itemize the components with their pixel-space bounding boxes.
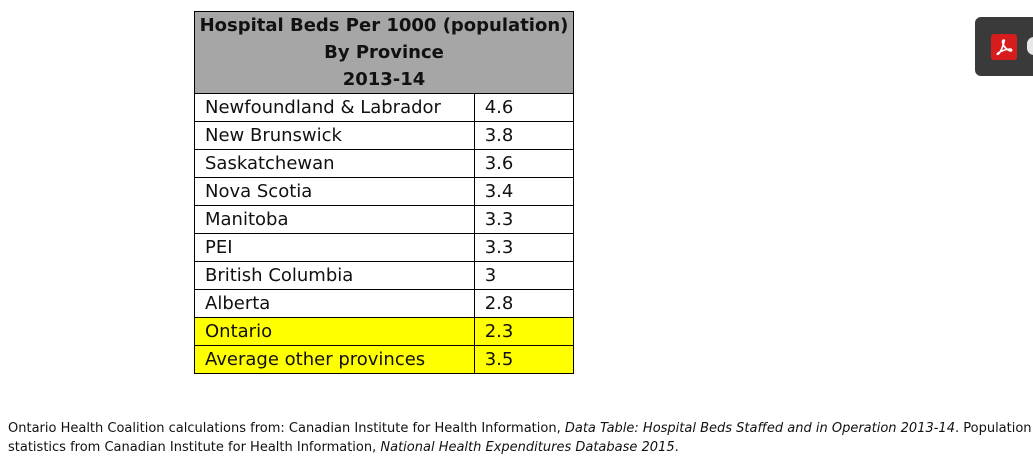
table-row-highlighted: Ontario 2.3 (194, 317, 575, 346)
value-cell: 2.3 (473, 317, 575, 346)
source-note: Ontario Health Coalition calculations fr… (8, 419, 1033, 457)
value-cell: 3.5 (473, 345, 575, 374)
table-row: British Columbia 3 (194, 261, 575, 290)
value-cell: 3 (473, 261, 575, 290)
table-row: New Brunswick 3.8 (194, 121, 575, 150)
table-row: Alberta 2.8 (194, 289, 575, 318)
table-row: Saskatchewan 3.6 (194, 149, 575, 178)
table-title-line-1: Hospital Beds Per 1000 (population) (199, 15, 569, 36)
adobe-acrobat-pdf-icon (991, 34, 1017, 60)
value-cell: 3.6 (473, 149, 575, 178)
value-cell: 3.4 (473, 177, 575, 206)
table-row: PEI 3.3 (194, 233, 575, 262)
province-cell: PEI (194, 233, 475, 262)
province-cell: Nova Scotia (194, 177, 475, 206)
source-title-2: National Health Expenditures Database 20… (380, 440, 675, 455)
source-title-1: Data Table: Hospital Beds Staffed and in… (564, 421, 955, 436)
province-cell: British Columbia (194, 261, 475, 290)
value-cell: 3.3 (473, 233, 575, 262)
value-cell: 3.3 (473, 205, 575, 234)
source-text-1: Ontario Health Coalition calculations fr… (8, 421, 565, 436)
more-icon (1027, 37, 1033, 55)
province-cell: Manitoba (194, 205, 475, 234)
table-row: Newfoundland & Labrador 4.6 (194, 93, 575, 122)
table-row: Manitoba 3.3 (194, 205, 575, 234)
province-cell: Alberta (194, 289, 475, 318)
value-cell: 2.8 (473, 289, 575, 318)
value-cell: 4.6 (473, 93, 575, 122)
table-row-highlighted: Average other provinces 3.5 (194, 345, 575, 374)
table-title-line-3: 2013-14 (342, 69, 426, 90)
province-cell: Ontario (194, 317, 475, 346)
value-cell: 3.8 (473, 121, 575, 150)
hospital-beds-table: Hospital Beds Per 1000 (population) By P… (194, 11, 575, 374)
open-pdf-button[interactable] (975, 17, 1033, 76)
source-text-2: . Population statistics from Canadian In… (8, 421, 1032, 455)
source-text-3: . (674, 440, 679, 455)
table-header: Hospital Beds Per 1000 (population) By P… (194, 11, 574, 94)
province-cell: Saskatchewan (194, 149, 475, 178)
table-row: Nova Scotia 3.4 (194, 177, 575, 206)
province-cell: New Brunswick (194, 121, 475, 150)
table-title-line-2: By Province (324, 42, 444, 63)
province-cell: Newfoundland & Labrador (194, 93, 475, 122)
province-cell: Average other provinces (194, 345, 475, 374)
